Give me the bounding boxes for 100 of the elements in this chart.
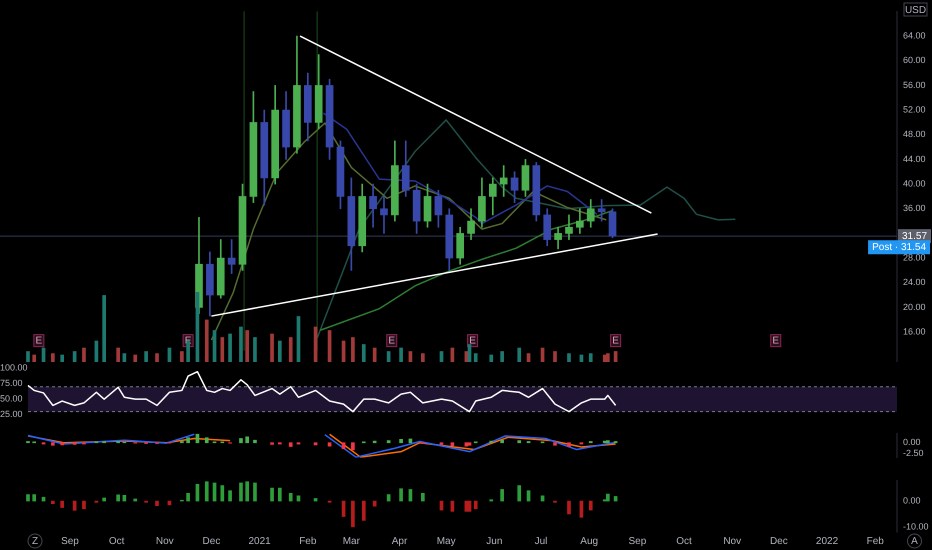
bar: [168, 348, 172, 362]
bar: [468, 344, 472, 362]
bar: [517, 348, 522, 362]
bar: [82, 500, 86, 510]
bar: [168, 500, 172, 506]
bar: [228, 334, 232, 362]
bar: [196, 434, 200, 444]
annotation: E: [469, 335, 476, 346]
annotation: E: [612, 335, 620, 346]
text: Z: [32, 536, 38, 547]
bar: [42, 496, 46, 502]
bar: [245, 436, 250, 444]
x-tick-label: Oct: [108, 536, 125, 547]
bar: [270, 488, 274, 502]
annotation: E: [772, 335, 780, 346]
y-tick-label: 40.00: [903, 178, 926, 189]
bar: [60, 500, 64, 508]
bar: [362, 344, 366, 362]
bar: [102, 295, 106, 362]
bar: [116, 494, 120, 502]
bar: [94, 340, 98, 362]
bar: [82, 348, 86, 362]
bar: [328, 442, 332, 446]
bar: [296, 496, 300, 502]
bar: [372, 440, 376, 444]
bar: [408, 438, 412, 444]
bar: [239, 482, 243, 502]
x-tick-label: Jul: [534, 536, 548, 547]
bar: [567, 442, 571, 447]
bar: [204, 437, 209, 444]
bar: [26, 494, 30, 502]
bar: [296, 316, 300, 362]
bar: [270, 442, 274, 445]
bar: [440, 351, 444, 362]
bar: [51, 353, 55, 362]
bar: [72, 442, 76, 445]
bar: [155, 500, 159, 506]
x-tick-label: Nov: [156, 536, 174, 547]
bar: [253, 337, 257, 362]
bar: [288, 442, 293, 447]
bar: [489, 440, 494, 444]
bar: [26, 351, 30, 362]
bar: [42, 348, 46, 362]
bar: [450, 348, 454, 362]
x-tick-label: Aug: [580, 536, 598, 547]
bar: [606, 353, 610, 362]
bar: [421, 492, 425, 502]
bar: [253, 440, 257, 444]
x-tick-label: May: [436, 536, 456, 547]
bar: [204, 320, 209, 362]
x-tick-label: Oct: [676, 536, 692, 547]
x-tick-label: 2021: [248, 536, 272, 547]
bar: [351, 500, 355, 528]
bar: [588, 500, 593, 510]
bar: [450, 442, 454, 446]
bar: [186, 437, 190, 444]
bar: [72, 500, 76, 511]
bar: [133, 354, 138, 362]
x-tick-label: Nov: [723, 536, 742, 547]
annotation: E: [36, 335, 43, 346]
bar: [399, 439, 403, 444]
y-tick-label: 100.00: [0, 362, 28, 372]
candlestick: [380, 196, 388, 234]
y-tick-label: 48.00: [903, 129, 926, 140]
bar: [220, 337, 224, 362]
y-tick-label: -10.00: [903, 521, 929, 532]
bar: [32, 494, 36, 502]
bar: [270, 334, 274, 362]
bar: [408, 489, 412, 502]
y-tick-label: 64.00: [903, 30, 926, 41]
bar: [399, 488, 403, 502]
x-tick-label: Jun: [486, 536, 502, 547]
text: A: [911, 536, 918, 547]
bar: [133, 498, 138, 502]
bar: [614, 351, 618, 362]
y-tick-label: 44.00: [903, 154, 926, 164]
y-tick-label: 25.00: [0, 409, 23, 420]
y-tick-label: 16.00: [903, 326, 926, 337]
bar: [32, 354, 36, 362]
y-tick-label: -2.50: [903, 448, 924, 458]
bar: [372, 348, 376, 362]
bar: [526, 353, 530, 362]
annotation: Post · 31.54: [872, 242, 926, 254]
bar: [102, 498, 106, 502]
y-tick-label: 24.00: [903, 277, 926, 288]
bar: [540, 496, 544, 502]
bar: [220, 485, 224, 502]
x-tick-label: Dec: [202, 536, 220, 547]
y-tick-label: 52.00: [903, 104, 926, 115]
x-tick-label: Sep: [628, 536, 647, 547]
bar: [588, 353, 593, 362]
bar: [474, 353, 478, 362]
bar: [342, 340, 346, 362]
bar: [567, 353, 571, 362]
bar: [408, 351, 412, 362]
bar: [180, 351, 184, 362]
x-tick-label: Apr: [392, 536, 408, 547]
bar: [51, 500, 55, 504]
bar: [212, 482, 216, 502]
bar: [421, 353, 425, 362]
